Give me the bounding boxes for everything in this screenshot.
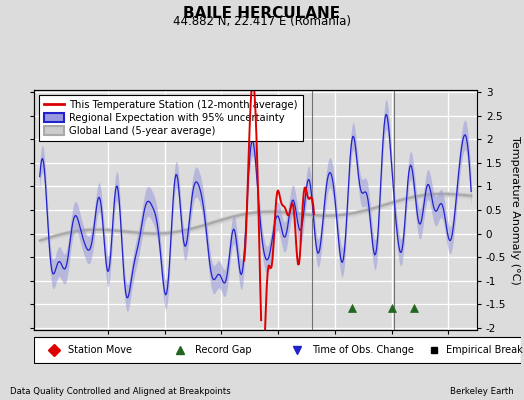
- Text: Time of Obs. Change: Time of Obs. Change: [312, 345, 414, 355]
- Text: Record Gap: Record Gap: [195, 345, 252, 355]
- Text: Station Move: Station Move: [68, 345, 132, 355]
- Y-axis label: Temperature Anomaly (°C): Temperature Anomaly (°C): [510, 136, 520, 284]
- Text: Data Quality Controlled and Aligned at Breakpoints: Data Quality Controlled and Aligned at B…: [10, 387, 231, 396]
- Text: BAILE HERCULANE: BAILE HERCULANE: [183, 6, 341, 21]
- FancyBboxPatch shape: [34, 338, 521, 362]
- Text: Berkeley Earth: Berkeley Earth: [450, 387, 514, 396]
- Text: 44.882 N, 22.417 E (Romania): 44.882 N, 22.417 E (Romania): [173, 15, 351, 28]
- Text: Empirical Break: Empirical Break: [446, 345, 522, 355]
- Legend: This Temperature Station (12-month average), Regional Expectation with 95% uncer: This Temperature Station (12-month avera…: [39, 95, 302, 141]
